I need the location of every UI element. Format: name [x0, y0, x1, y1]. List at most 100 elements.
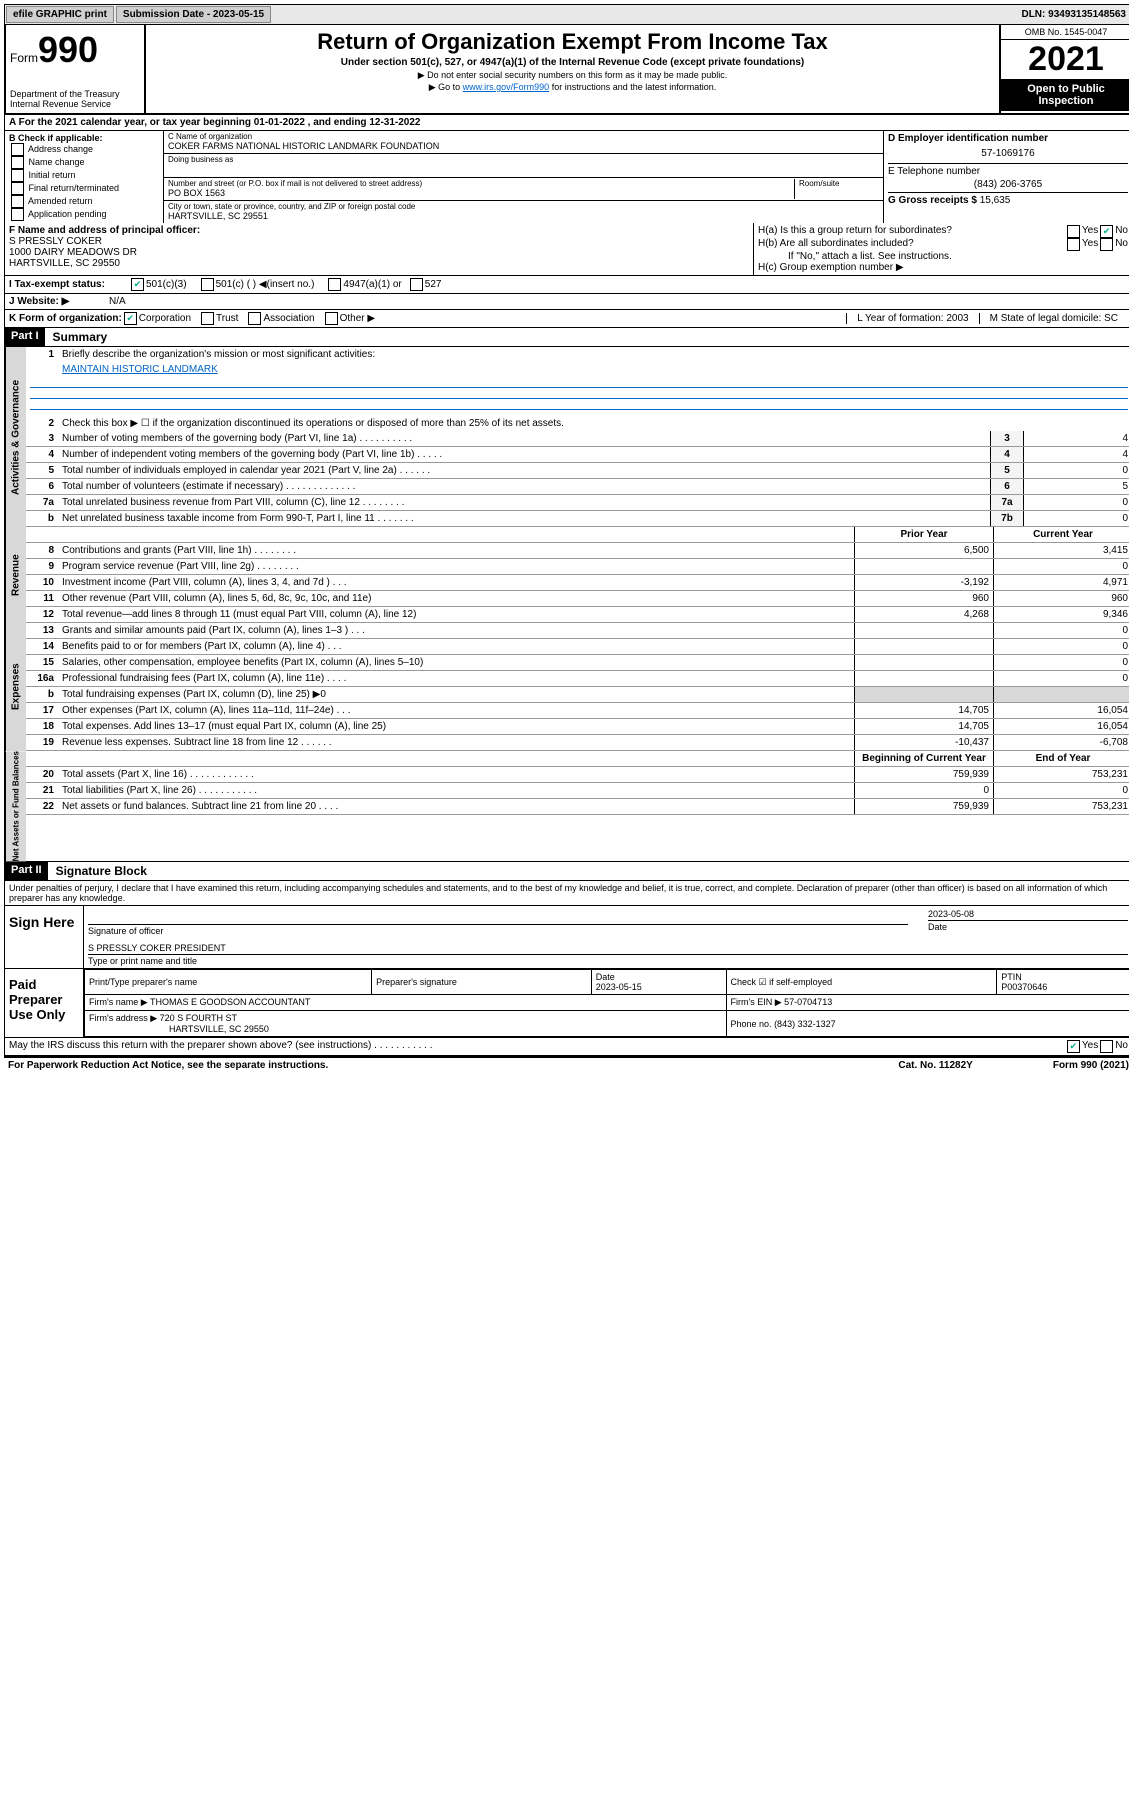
i-o3: 4947(a)(1) or	[343, 279, 401, 290]
officer-signature-field[interactable]	[88, 908, 908, 925]
row-f-h: F Name and address of principal officer:…	[4, 223, 1129, 276]
hb-no-checkbox[interactable]	[1100, 238, 1113, 251]
firm-phone: (843) 332-1327	[774, 1019, 836, 1029]
addr-label: Number and street (or P.O. box if mail i…	[168, 179, 794, 188]
f-label: F Name and address of principal officer:	[9, 225, 749, 236]
website-value: N/A	[109, 296, 126, 307]
preparer-table: Print/Type preparer's name Preparer's si…	[84, 969, 1129, 1037]
row-k: K Form of organization: Corporation Trus…	[4, 310, 1129, 328]
summary-line: 7aTotal unrelated business revenue from …	[26, 495, 1129, 511]
firm-addr: 720 S FOURTH ST	[160, 1013, 237, 1023]
dept-label: Department of the Treasury	[10, 89, 140, 99]
c-name-label: C Name of organization	[168, 132, 879, 141]
i-o2: 501(c) ( ) ◀(insert no.)	[216, 279, 315, 290]
gross-value: 15,635	[980, 195, 1011, 206]
col-header-row-2: Beginning of Current Year End of Year	[26, 751, 1129, 767]
ptin-label: PTIN	[1001, 972, 1022, 982]
year-formation: L Year of formation: 2003	[846, 313, 978, 324]
b-option: Initial return	[9, 169, 159, 182]
discuss-no-checkbox[interactable]	[1100, 1040, 1113, 1053]
firm-city: HARTSVILLE, SC 29550	[89, 1024, 269, 1034]
sig-date: 2023-05-08	[928, 908, 1128, 921]
discuss-no: No	[1115, 1040, 1128, 1053]
submission-date: Submission Date - 2023-05-15	[116, 6, 271, 23]
form-number: Form990	[10, 29, 140, 71]
summary-line: 3Number of voting members of the governi…	[26, 431, 1129, 447]
summary-line: bNet unrelated business taxable income f…	[26, 511, 1129, 527]
hb-label: H(b) Are all subordinates included?	[758, 238, 1065, 251]
b-option: Name change	[9, 156, 159, 169]
j-label: J Website: ▶	[9, 296, 109, 307]
sign-here-label: Sign Here	[5, 906, 84, 968]
501c-checkbox[interactable]	[201, 278, 214, 291]
row-j: J Website: ▶ N/A	[4, 294, 1129, 310]
ptin-value: P00370646	[1001, 982, 1047, 992]
part1-badge: Part I	[5, 328, 45, 346]
ha-yes-checkbox[interactable]	[1067, 225, 1080, 238]
firm-name: THOMAS E GOODSON ACCOUNTANT	[150, 997, 310, 1007]
501c3-checkbox[interactable]	[131, 278, 144, 291]
b-checkbox[interactable]	[11, 195, 24, 208]
discuss-yes-checkbox[interactable]	[1067, 1040, 1080, 1053]
governance-block: Activities & Governance 1Briefly describ…	[4, 347, 1129, 527]
efile-button[interactable]: efile GRAPHIC print	[6, 6, 114, 23]
phone-value: (843) 206-3765	[888, 177, 1128, 192]
summary-line: 6Total number of volunteers (estimate if…	[26, 479, 1129, 495]
revenue-block: Revenue Prior Year Current Year 8Contrib…	[4, 527, 1129, 623]
assoc-checkbox[interactable]	[248, 312, 261, 325]
sub2-post: for instructions and the latest informat…	[549, 82, 716, 92]
addr-value: PO BOX 1563	[168, 188, 794, 198]
discuss-text: May the IRS discuss this return with the…	[9, 1040, 1065, 1053]
inspection-badge: Open to Public Inspection	[1001, 79, 1129, 111]
firm-ein: 57-0704713	[784, 997, 832, 1007]
summary-line: bTotal fundraising expenses (Part IX, co…	[26, 687, 1129, 703]
b-checkbox[interactable]	[11, 208, 24, 221]
prep-sig-label: Preparer's signature	[372, 970, 592, 995]
b-checkbox[interactable]	[11, 143, 24, 156]
summary-line: 18Total expenses. Add lines 13–17 (must …	[26, 719, 1129, 735]
no-label-2: No	[1115, 238, 1128, 251]
summary-line: 19Revenue less expenses. Subtract line 1…	[26, 735, 1129, 751]
phone-label: E Telephone number	[888, 166, 980, 177]
mission-text: MAINTAIN HISTORIC LANDMARK	[58, 362, 1129, 377]
b-option: Application pending	[9, 208, 159, 221]
i-o1: 501(c)(3)	[146, 279, 187, 290]
firm-addr-label: Firm's address ▶	[89, 1013, 157, 1023]
part1-header-row: Part I Summary	[4, 328, 1129, 347]
sub-note-2: ▶ Go to www.irs.gov/Form990 for instruct…	[150, 82, 995, 93]
col-h: H(a) Is this a group return for subordin…	[753, 223, 1129, 275]
current-year-header: Current Year	[993, 527, 1129, 542]
summary-line: 21Total liabilities (Part X, line 26) . …	[26, 783, 1129, 799]
k-o4: Other ▶	[340, 313, 375, 324]
b-checkbox[interactable]	[11, 156, 24, 169]
other-checkbox[interactable]	[325, 312, 338, 325]
i-o4: 527	[425, 279, 442, 290]
officer-name-sig: S PRESSLY COKER PRESIDENT	[88, 942, 1128, 955]
footer-mid: Cat. No. 11282Y	[898, 1060, 972, 1071]
b-option: Address change	[9, 143, 159, 156]
trust-checkbox[interactable]	[201, 312, 214, 325]
prep-check-label: Check ☑ if self-employed	[731, 977, 833, 987]
527-checkbox[interactable]	[410, 278, 423, 291]
vtab-revenue: Revenue	[5, 527, 26, 623]
summary-line: 20Total assets (Part X, line 16) . . . .…	[26, 767, 1129, 783]
irs-link[interactable]: www.irs.gov/Form990	[463, 82, 550, 92]
hb-yes-checkbox[interactable]	[1067, 238, 1080, 251]
ha-no-checkbox[interactable]	[1100, 225, 1113, 238]
b-checkbox[interactable]	[11, 169, 24, 182]
part2-header-row: Part II Signature Block	[4, 862, 1129, 881]
corp-checkbox[interactable]	[124, 312, 137, 325]
b-option: Amended return	[9, 195, 159, 208]
mission-line	[30, 399, 1128, 410]
irs-label: Internal Revenue Service	[10, 99, 140, 109]
section-a-text: A For the 2021 calendar year, or tax yea…	[9, 117, 420, 128]
4947-checkbox[interactable]	[328, 278, 341, 291]
section-a: A For the 2021 calendar year, or tax yea…	[4, 115, 1129, 131]
b-checkbox[interactable]	[11, 182, 24, 195]
eoy-header: End of Year	[993, 751, 1129, 766]
k-o3: Association	[263, 313, 314, 324]
officer-addr2: HARTSVILLE, SC 29550	[9, 258, 749, 269]
hb-note: If "No," attach a list. See instructions…	[758, 251, 1128, 262]
mission-line	[30, 388, 1128, 399]
b-label: B Check if applicable:	[9, 133, 159, 143]
